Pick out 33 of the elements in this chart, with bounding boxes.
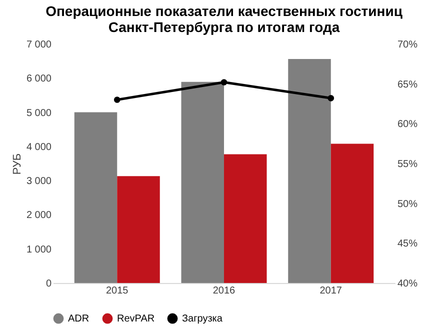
y2-tick-label: 60%	[398, 119, 418, 130]
point	[328, 95, 334, 102]
y-tick-label: 3 000	[26, 176, 52, 188]
bar	[224, 154, 267, 283]
y2-tick-label: 70%	[398, 40, 418, 50]
bar	[330, 144, 374, 283]
y-tick-label: 2 000	[26, 210, 52, 222]
x-tick-label: 2016	[212, 286, 236, 296]
legend-label: ADR	[68, 314, 90, 325]
x-tick-label: 2017	[320, 286, 342, 296]
y-tick-label: 5 000	[26, 108, 52, 119]
bar	[74, 112, 118, 283]
y-tick-label: 7 000	[26, 40, 52, 50]
text: Операционные показатели качественных гостиниц	[46, 3, 402, 19]
legend-label: RevPAR	[117, 314, 155, 325]
point	[114, 96, 120, 103]
point	[220, 79, 228, 86]
bar	[181, 82, 224, 283]
y-tick-label: 1 000	[26, 244, 52, 256]
y2-tick-label: 40%	[398, 278, 418, 290]
text: Санкт-Петербурга по итогам года	[108, 19, 340, 35]
y-tick-label: 0	[46, 278, 52, 290]
y-tick-label: 6 000	[26, 74, 52, 85]
y-tick-label: 4 000	[26, 142, 52, 153]
legend-label: Загрузка	[182, 314, 223, 325]
y2-tick-label: 55%	[398, 159, 418, 170]
y2-tick-label: 45%	[398, 238, 418, 250]
y-axis-title: РУБ	[11, 153, 24, 175]
y2-tick-label: 65%	[398, 79, 418, 90]
bar	[288, 59, 331, 283]
bar	[117, 176, 160, 283]
x-tick-label: 2015	[106, 286, 129, 296]
y2-tick-label: 50%	[398, 198, 418, 210]
